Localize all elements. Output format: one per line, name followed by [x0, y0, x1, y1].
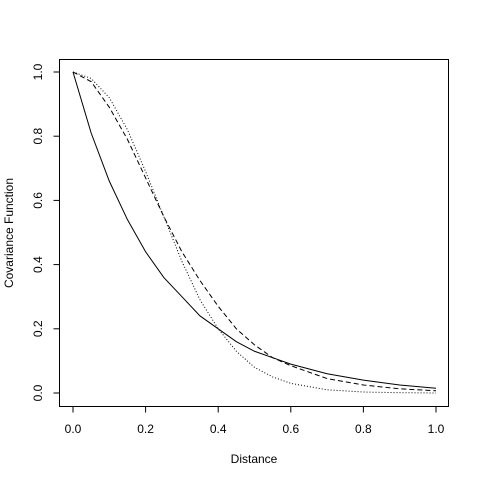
y-tick-label: 0.2 — [31, 320, 45, 337]
x-tick-label: 0.8 — [355, 422, 372, 436]
series-layer — [72, 71, 437, 394]
y-axis-label: Covariance Function — [2, 178, 16, 288]
x-tick-label: 1.0 — [428, 422, 445, 436]
series-line-dashed — [72, 71, 437, 392]
y-tick-label: 0.4 — [31, 256, 45, 273]
y-tick-label: 0.0 — [31, 384, 45, 401]
y-tick-label: 1.0 — [31, 63, 45, 80]
x-axis-label: Distance — [231, 452, 278, 466]
y-axis: 0.0 0.2 0.4 0.6 0.8 1.0 — [31, 63, 60, 401]
plot-frame — [59, 59, 449, 407]
y-tick-label: 0.8 — [31, 128, 45, 145]
x-axis: 0.0 0.2 0.4 0.6 0.8 1.0 — [65, 406, 445, 436]
x-tick-label: 0.0 — [65, 422, 82, 436]
x-tick-label: 0.4 — [210, 422, 227, 436]
x-tick-label: 0.6 — [282, 422, 299, 436]
series-line-solid — [72, 71, 437, 389]
y-tick-label: 0.6 — [31, 192, 45, 209]
x-tick-label: 0.2 — [137, 422, 154, 436]
